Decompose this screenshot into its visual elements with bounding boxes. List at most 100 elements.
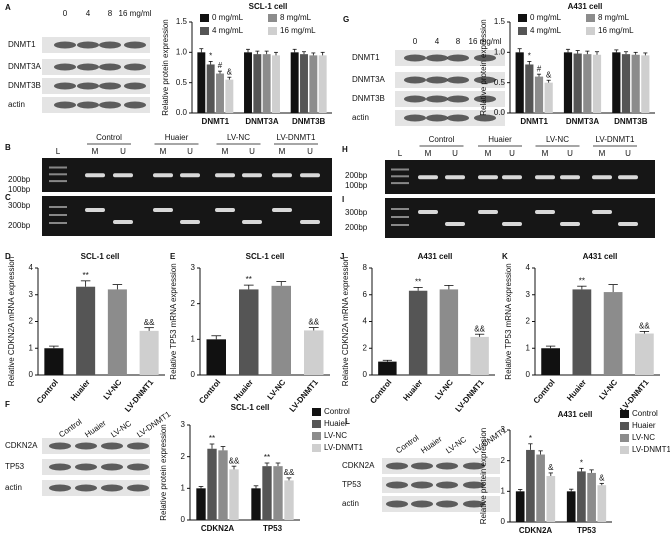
gel-band: [592, 175, 612, 180]
gel-band: [180, 220, 200, 224]
blot-band: [54, 82, 76, 90]
gel-band: [478, 210, 498, 214]
chart-title: SCL-1 cell: [81, 252, 120, 261]
blot-row-label: actin: [352, 113, 369, 122]
y-tick-label: 1.0: [494, 47, 506, 56]
gel-band: [113, 220, 133, 224]
significance-label: *: [209, 52, 212, 61]
bar: [603, 292, 623, 375]
significance-label: &: [599, 473, 605, 482]
gel-band: [418, 175, 438, 180]
bar: [583, 54, 592, 113]
significance-label: *: [529, 434, 532, 443]
gel-group-label: Huaier: [488, 135, 512, 144]
blot-band: [127, 442, 149, 450]
panel-letter: K: [502, 252, 508, 261]
bar: [207, 448, 217, 520]
panel-letter: H: [342, 145, 348, 154]
blot-band: [474, 114, 496, 122]
gel-group-label: LV-DNMT1: [277, 133, 317, 142]
bar: [218, 450, 228, 520]
y-tick-label: 8: [363, 263, 368, 272]
blot-row-label: actin: [342, 499, 359, 508]
blot-band: [99, 41, 121, 49]
x-tick-label: DNMT3B: [614, 117, 648, 126]
y-tick-label: 0.5: [176, 78, 188, 87]
legend-label: LV-NC: [632, 433, 655, 442]
blot-band: [124, 101, 146, 109]
size-marker: 300bp: [345, 208, 368, 217]
blot-column-label: 4: [435, 37, 440, 46]
bar: [44, 348, 64, 375]
y-tick-label: 1.5: [176, 17, 188, 26]
blot-band: [463, 462, 485, 470]
ladder-band: [391, 208, 409, 210]
blot-band: [447, 114, 469, 122]
blot-band: [426, 114, 448, 122]
y-axis-label: Relative CDKN2A mRNA expression: [341, 257, 350, 386]
panel-letter: B: [5, 143, 11, 152]
x-tick-label: Huaier: [69, 378, 92, 403]
bar: [631, 54, 640, 113]
legend-swatch: [268, 27, 277, 35]
bar: [515, 491, 525, 522]
blot-band: [447, 95, 469, 103]
bar: [139, 330, 159, 375]
ladder-band: [391, 168, 409, 171]
blot-row-label: DNMT3B: [352, 94, 385, 103]
gel-band: [272, 208, 292, 212]
gel-band: [445, 222, 465, 226]
size-marker: 200bp: [345, 171, 368, 180]
bar: [526, 449, 535, 522]
bar: [251, 488, 261, 520]
blot-band: [101, 442, 123, 450]
gel-group-label: LV-DNMT1: [596, 135, 636, 144]
blot-row-label: DNMT3A: [8, 62, 42, 71]
bar: [284, 480, 294, 520]
y-tick-label: 3: [501, 425, 506, 434]
significance-label: #: [537, 64, 542, 73]
legend-swatch: [586, 14, 595, 22]
ladder-band: [49, 166, 67, 169]
bar: [271, 285, 291, 375]
blot-column-label: Huaier: [83, 418, 108, 439]
gel-band: [535, 175, 555, 180]
size-marker: 100bp: [345, 181, 368, 190]
legend-label: 8 mg/mL: [280, 13, 312, 22]
ladder-band: [49, 214, 67, 216]
gel-band: [180, 173, 200, 178]
bar: [573, 53, 582, 113]
y-tick-label: 6: [363, 290, 368, 299]
gel-band: [242, 220, 262, 224]
blot-band: [77, 63, 99, 71]
gel-band: [242, 173, 262, 178]
blot-column-label: 4: [86, 9, 91, 18]
bar: [272, 55, 280, 113]
bar: [216, 73, 224, 113]
gel-band: [618, 175, 638, 180]
ladder-band: [49, 222, 67, 224]
y-tick-label: 0: [363, 370, 368, 379]
blot-band: [75, 484, 97, 492]
y-axis-label: Relative TP53 mRNA expression: [504, 263, 513, 379]
y-tick-label: 0: [191, 370, 196, 379]
y-tick-label: 2: [191, 299, 196, 308]
ladder-band: [49, 180, 67, 183]
blot-band: [54, 63, 76, 71]
blot-band: [77, 101, 99, 109]
gel-band: [85, 208, 105, 212]
significance-label: &: [548, 463, 554, 472]
significance-label: &: [546, 70, 552, 79]
gel-group-label: Control: [429, 135, 455, 144]
gel-image: [42, 196, 332, 236]
blot-row-label: CDKN2A: [342, 461, 375, 470]
blot-band: [436, 462, 458, 470]
blot-band: [77, 82, 99, 90]
y-tick-label: 3: [181, 420, 186, 429]
y-axis-label: Relative protein expression: [479, 19, 488, 116]
significance-label: *: [528, 52, 531, 61]
legend-label: Huaier: [324, 419, 348, 428]
bar: [577, 471, 586, 522]
y-tick-label: 2: [29, 317, 34, 326]
legend-label: LV-NC: [324, 431, 347, 440]
